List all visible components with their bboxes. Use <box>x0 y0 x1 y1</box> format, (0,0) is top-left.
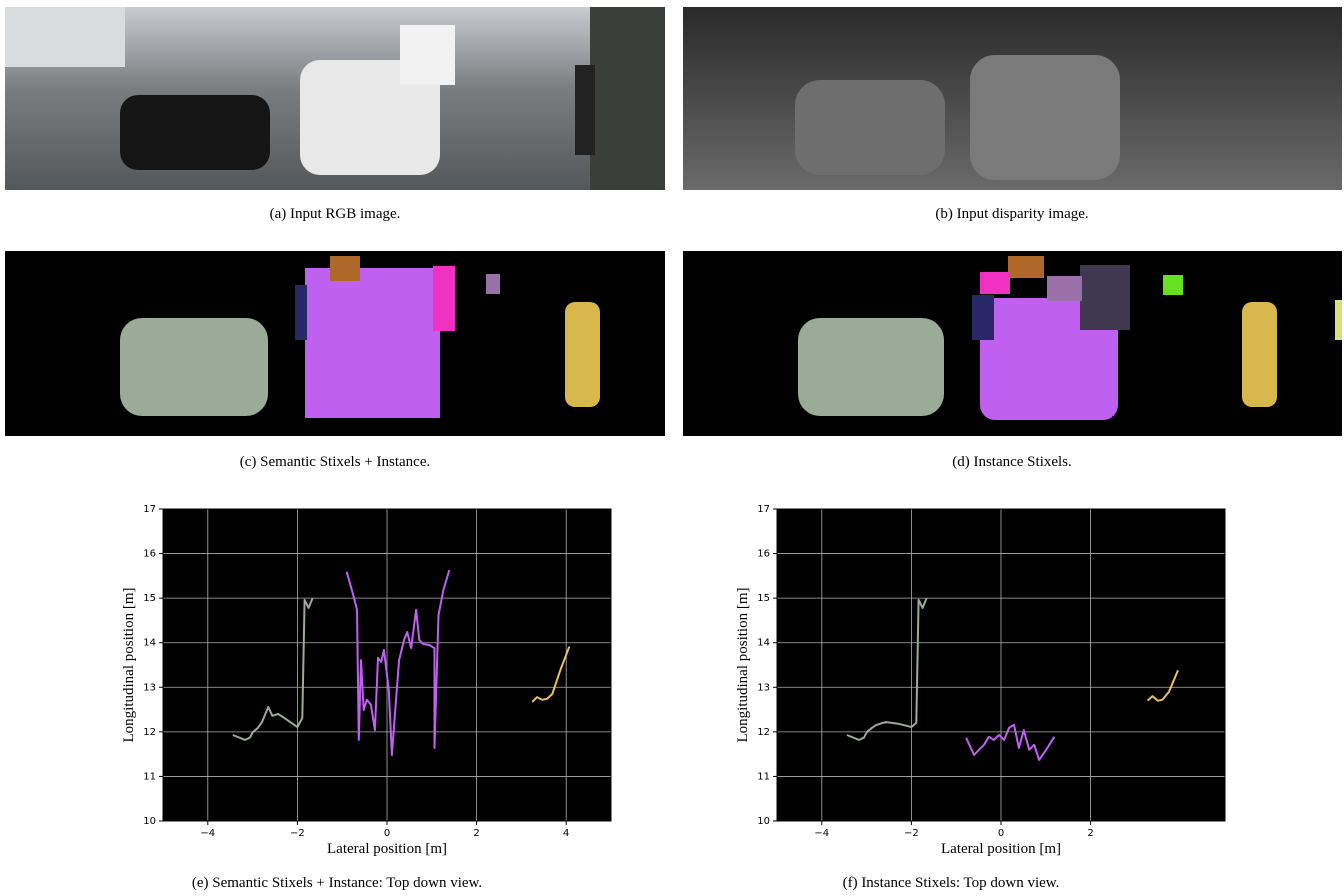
x-tick-label: 4 <box>563 828 569 839</box>
rgb-image <box>5 7 665 190</box>
plot-frame <box>162 508 612 822</box>
y-tick-label: 13 <box>143 682 156 693</box>
series-line <box>1146 669 1179 702</box>
x-tick-label: 0 <box>998 828 1004 839</box>
y-tick-label: 10 <box>143 816 156 827</box>
y-tick-label: 12 <box>143 727 156 738</box>
series-line <box>232 597 314 741</box>
y-tick-label: 15 <box>143 593 156 604</box>
y-tick-label: 15 <box>757 593 770 604</box>
y-tick-label: 14 <box>143 638 156 649</box>
y-tick-label: 17 <box>757 504 770 515</box>
caption: (f) Instance Stixels: Top down view. <box>843 875 1060 891</box>
series-line <box>965 723 1056 761</box>
x-tick-label: −2 <box>904 828 919 839</box>
x-axis-label: Lateral position [m] <box>941 841 1061 857</box>
x-tick-label: −4 <box>200 828 215 839</box>
series-line <box>531 646 571 703</box>
y-tick-label: 14 <box>757 638 770 649</box>
caption: (a) Input RGB image. <box>270 206 401 222</box>
x-tick-label: −2 <box>290 828 305 839</box>
y-tick-label: 12 <box>757 727 770 738</box>
caption: (b) Input disparity image. <box>935 206 1088 222</box>
x-axis-label: Lateral position [m] <box>327 841 447 857</box>
y-tick-label: 17 <box>143 504 156 515</box>
instance-stixels-image <box>683 251 1342 436</box>
y-tick-label: 16 <box>143 549 156 560</box>
y-axis-label: Longitudinal position [m] <box>735 588 751 743</box>
y-tick-label: 11 <box>757 771 770 782</box>
caption: (d) Instance Stixels. <box>952 454 1072 470</box>
caption: (e) Semantic Stixels + Instance: Top dow… <box>192 875 482 891</box>
y-tick-label: 13 <box>757 682 770 693</box>
caption: (c) Semantic Stixels + Instance. <box>240 454 431 470</box>
x-tick-label: 2 <box>1087 828 1093 839</box>
y-tick-label: 16 <box>757 549 770 560</box>
y-axis-label: Longitudinal position [m] <box>121 588 137 743</box>
plot-frame <box>776 508 1226 822</box>
x-tick-label: 2 <box>473 828 479 839</box>
series-line <box>846 597 928 741</box>
x-tick-label: 0 <box>384 828 390 839</box>
y-tick-label: 10 <box>757 816 770 827</box>
semantic-stixels-image <box>5 251 665 436</box>
x-tick-label: −4 <box>814 828 829 839</box>
y-tick-label: 11 <box>143 771 156 782</box>
series-line <box>345 569 451 756</box>
disparity-image <box>683 7 1342 190</box>
